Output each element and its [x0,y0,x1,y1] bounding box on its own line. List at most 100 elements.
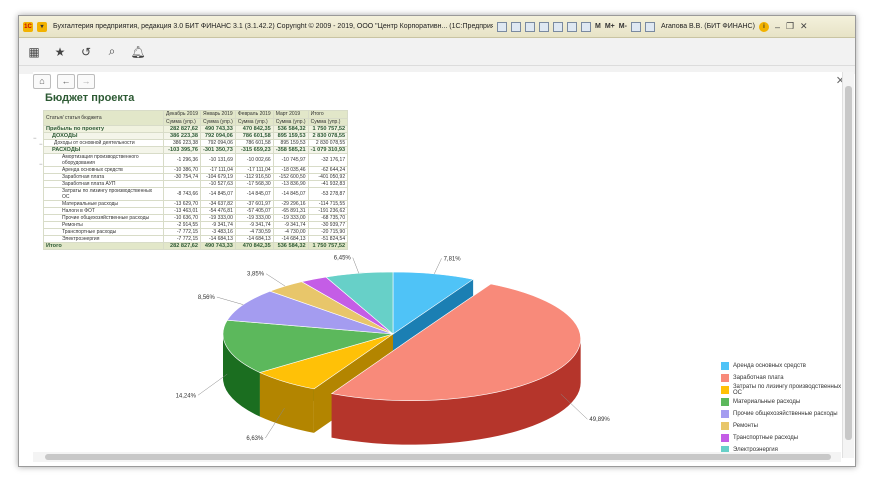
toolbar-separator [19,66,855,74]
value-cell: 470 842,35 [234,125,274,133]
pie-slice-side [223,334,260,417]
m-minus-button[interactable]: M- [618,23,627,30]
header-cell: Декабрь 2019 [162,110,202,119]
value-cell: -114 715,55 [307,200,349,208]
header-cell: Сумма (упр.) [307,118,349,126]
panel-icon[interactable] [644,21,655,32]
value-cell: 282 827,62 [162,125,202,133]
table-row[interactable]: Заработная плата АУП -10 527,63 -17 568,30… [43,180,349,188]
close-window-icon[interactable]: ✕ [800,21,808,31]
calendar-icon[interactable] [581,21,591,32]
table-row[interactable]: Аренда основных средств -10 386,70 -17 111… [43,166,349,174]
value-cell: -9 341,74 [200,221,236,229]
collapse-icon[interactable]: − [33,136,37,142]
main-menu-icon[interactable]: ▾ [37,21,47,32]
m-button[interactable]: M [595,23,601,30]
legend-label: Затраты по лизингу производственных ОС [732,384,842,396]
value-cell: -14 845,07 [200,187,236,201]
table-row[interactable]: Материальные расходы -13 629,70 -34 637,82… [43,200,349,208]
vertical-scroll-thumb[interactable] [845,86,852,440]
horizontal-scrollbar[interactable] [33,452,841,462]
favorites-star-icon[interactable]: ★ [54,44,66,59]
header-cell: Февраль 2019 [234,110,274,119]
row-label: Доходы от основной деятельности [43,139,164,147]
table-row[interactable]: Налоги в ФОТ -13 463,01 -54 476,81 -57 405,… [43,207,349,215]
table-row[interactable]: РАСХОДЫ -103 395,76 -301 350,73 -315 659,23… [43,146,349,154]
close-form-icon[interactable]: ✕ [835,75,845,87]
table-row[interactable]: Электроэнергия -7 772,15 -14 684,13 -14 684… [43,235,349,243]
value-cell: -30 754,74 [162,173,202,181]
user-name[interactable]: Агапова В.В. (БИТ ФИНАНС) [660,23,755,30]
table-row[interactable]: Прибыль по проекту 282 827,62 490 743,33 47… [43,125,349,133]
legend-label: Транспортные расходы [733,435,799,441]
report-title: Бюджет проекта [45,92,135,104]
m-plus-button[interactable]: M+ [604,23,615,30]
forward-arrow-icon[interactable]: → [77,73,95,89]
value-cell: 490 743,33 [200,242,236,250]
print-icon[interactable] [511,21,521,32]
slice-percent-label: 49,89% [589,417,610,423]
value-cell: -19 333,00 [234,214,274,222]
header-cell: Сумма (упр.) [200,118,236,126]
pie-slice[interactable] [222,319,394,373]
info-icon[interactable]: i [758,21,769,32]
row-label: Затраты по лизингу производственных ОС [43,187,164,201]
legend-item: Аренда основных средств [721,360,851,372]
table-row[interactable]: Транспортные расходы -7 772,15 -3 483,16 -4… [43,228,349,236]
legend-label: Аренда основных средств [733,363,806,369]
table-row[interactable]: Ремонты -2 914,55 -9 341,74 -9 341,74 -9 341… [43,221,349,229]
zoom-icon[interactable] [630,21,641,32]
history-icon[interactable]: ↺ [80,44,92,59]
collapse-icon[interactable]: − [39,142,43,148]
pie-slice[interactable] [330,283,581,401]
back-arrow-icon[interactable]: ← [57,73,75,89]
table-row[interactable]: Амортизация производственного оборудован… [43,153,349,167]
slice-leader-line [197,373,228,396]
value-cell: -13 836,90 [272,180,309,188]
mail-icon[interactable] [539,21,549,32]
search-icon[interactable]: ⌕ [108,44,116,58]
value-cell: -1 079 310,93 [307,146,349,154]
row-label: Прибыль по проекту [43,125,164,133]
value-cell: -10 002,66 [234,153,274,167]
pie-slice[interactable] [226,290,394,335]
table-row[interactable]: Затраты по лизингу производственных ОС -8… [43,187,349,201]
value-cell: 1 750 757,52 [307,125,349,133]
table-row[interactable]: Прочие общехозяйственные расходы -10 636,… [43,214,349,222]
value-cell: -104 679,19 [200,173,236,181]
maximize-icon[interactable]: ❐ [785,21,795,31]
collapse-icon[interactable]: − [39,162,43,168]
horizontal-scroll-thumb[interactable] [45,454,831,460]
table-row[interactable]: Заработная плата -30 754,74 -104 679,19 -11… [43,173,349,181]
value-cell: 895 159,53 [272,139,309,147]
value-cell: -18 035,46 [272,166,309,174]
sections-grid-icon[interactable]: ▦ [28,44,40,59]
table-row[interactable]: ДОХОДЫ 386 223,38 792 094,06 786 601,58 895 … [43,132,349,140]
report-form: ⌂ ← → ✕ Бюджет проекта − − − Статья/ ста… [33,72,851,458]
pie-slice[interactable] [325,271,394,335]
vertical-scrollbar[interactable] [842,72,854,458]
calculator-icon[interactable] [567,21,577,32]
preview-icon[interactable] [525,21,535,32]
app-window: 1С ▾ Бухгалтерия предприятия, редакция 3… [18,15,856,467]
table-row[interactable]: Доходы от основной деятельности 386 223,3… [43,139,349,147]
value-cell: -32 176,17 [307,153,349,167]
value-cell: 2 830 078,55 [307,139,349,147]
notifications-bell-icon[interactable]: 🔔︎ [130,44,146,59]
value-cell: -34 637,82 [200,200,236,208]
header-cell: Сумма (упр.) [272,118,309,126]
value-cell: -29 296,16 [272,200,309,208]
value-cell: -4 730,59 [234,228,274,236]
header-cell: Итого [307,110,349,119]
copy-icon[interactable] [553,21,563,32]
window-title: Бухгалтерия предприятия, редакция 3.0 БИ… [53,23,493,30]
legend-swatch [721,422,729,430]
value-cell: -37 601,97 [234,200,274,208]
value-cell: -301 350,73 [200,146,236,154]
value-cell: -10 636,70 [162,214,202,222]
slice-leader-line [265,273,286,287]
minimize-icon[interactable]: – [774,21,780,32]
save-icon[interactable] [497,21,507,32]
home-icon[interactable]: ⌂ [33,73,51,89]
header-cell: Сумма (упр.) [162,118,202,126]
